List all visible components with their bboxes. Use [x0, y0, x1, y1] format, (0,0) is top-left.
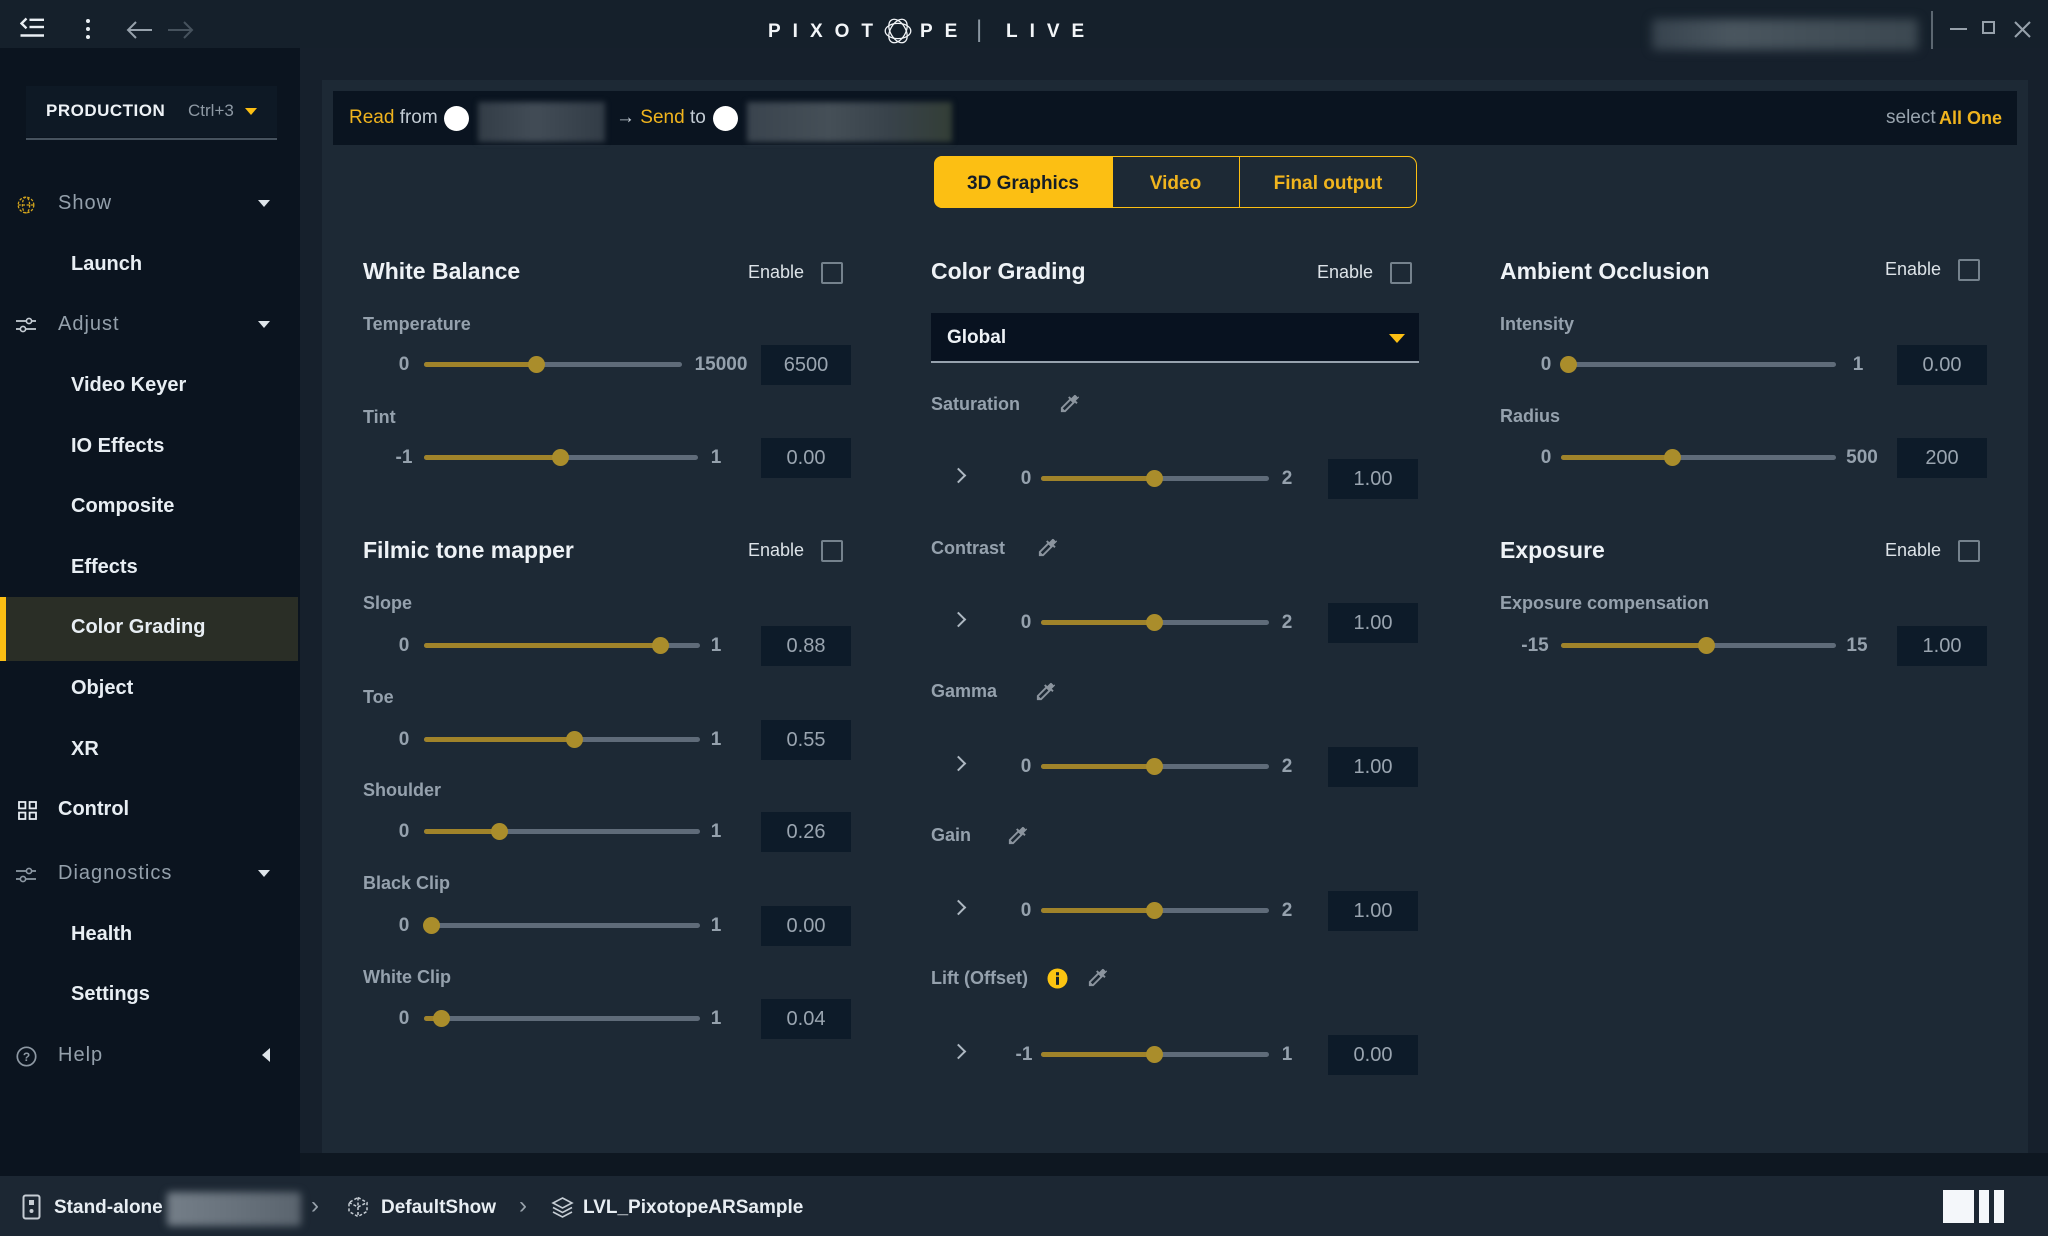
svg-text:?: ?	[23, 1050, 30, 1064]
